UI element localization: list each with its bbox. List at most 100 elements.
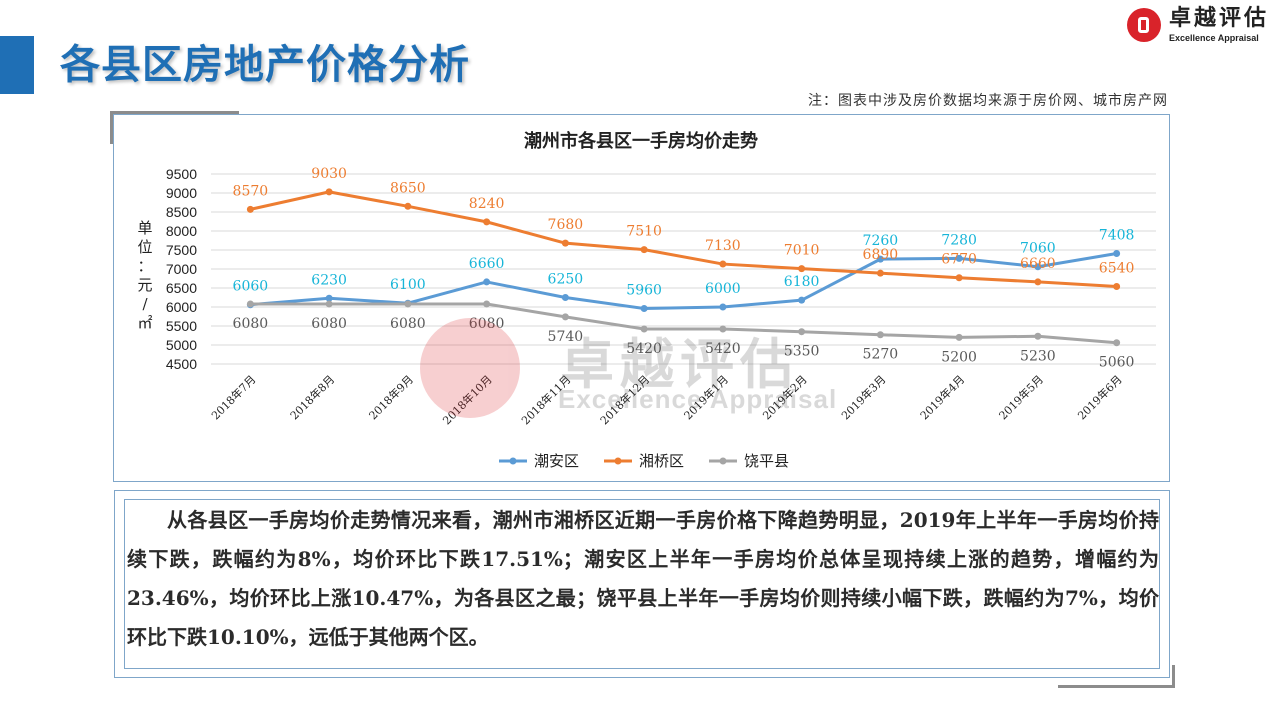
data-label: 6770 xyxy=(941,252,977,268)
title-accent-bar xyxy=(0,36,34,94)
data-label: 8650 xyxy=(390,180,426,196)
data-point xyxy=(955,333,963,341)
data-label: 7510 xyxy=(626,224,662,240)
data-label: 7260 xyxy=(863,233,899,249)
data-label: 5960 xyxy=(626,283,662,299)
chart-frame-shadow xyxy=(110,111,239,144)
y-tick-label: 9500 xyxy=(166,166,197,182)
data-label: 6000 xyxy=(705,281,741,297)
data-label: 6660 xyxy=(469,256,505,272)
y-tick-label: 8000 xyxy=(166,223,197,239)
x-tick-label: 2018年7月 xyxy=(208,372,258,422)
watermark: 卓越评估 Excellence Appraisal xyxy=(400,318,900,428)
data-label: 5060 xyxy=(1099,355,1135,371)
data-label: 7130 xyxy=(705,238,741,254)
data-point xyxy=(483,278,491,286)
legend-swatch-marker xyxy=(509,457,517,465)
y-tick-label: 9000 xyxy=(166,185,197,201)
data-label: 6890 xyxy=(863,247,899,263)
series-line-3 xyxy=(250,302,1117,345)
data-label: 8240 xyxy=(469,196,505,212)
watermark-logo-icon xyxy=(420,318,520,418)
data-label: 7680 xyxy=(548,217,584,233)
logo-text-cn: 卓越评估 xyxy=(1169,6,1270,31)
data-point xyxy=(1034,263,1042,271)
series-line-2 xyxy=(250,190,1117,288)
data-point xyxy=(1034,332,1042,340)
data-point xyxy=(404,202,412,210)
data-label: 6660 xyxy=(1020,256,1056,272)
series-line-1 xyxy=(250,252,1117,311)
x-tick-label: 2018年8月 xyxy=(287,372,337,422)
y-axis-label-char: ㎡ xyxy=(137,314,152,332)
data-source-note: 注：图表中涉及房价数据均来源于房价网、城市房产网 xyxy=(808,93,1168,109)
data-label: 5740 xyxy=(548,329,584,345)
y-axis-label-char: 单 xyxy=(137,219,152,237)
data-point xyxy=(246,300,254,308)
analysis-box: 从各县区一手房均价走势情况来看，潮州市湘桥区近期一手房价格下降趋势明显，2019… xyxy=(114,490,1170,678)
data-label: 6080 xyxy=(311,316,347,332)
x-tick-label: 2019年5月 xyxy=(996,372,1046,422)
y-tick-label: 8500 xyxy=(166,204,197,220)
data-point xyxy=(876,255,884,263)
data-label: 7060 xyxy=(1020,241,1056,257)
data-point xyxy=(955,274,963,282)
legend-label: 潮安区 xyxy=(534,452,579,470)
y-tick-label: 7000 xyxy=(166,261,197,277)
data-label: 5420 xyxy=(705,341,741,357)
legend-label: 湘桥区 xyxy=(639,452,684,470)
data-point xyxy=(325,300,333,308)
data-point xyxy=(561,313,569,321)
y-axis-label-char: / xyxy=(142,295,148,313)
y-tick-label: 6000 xyxy=(166,299,197,315)
data-point xyxy=(876,269,884,277)
data-point xyxy=(404,300,412,308)
data-label: 6080 xyxy=(469,316,505,332)
data-label: 6100 xyxy=(390,277,426,293)
y-axis-label-char: ： xyxy=(137,257,152,275)
page-title: 各县区房地产价格分析 xyxy=(60,42,470,88)
legend-swatch-marker xyxy=(614,457,622,465)
data-point xyxy=(719,325,727,333)
y-tick-label: 4500 xyxy=(166,356,197,372)
data-point xyxy=(1113,282,1121,290)
data-label: 8570 xyxy=(233,183,269,199)
y-tick-label: 6500 xyxy=(166,280,197,296)
chart-panel: 潮州市各县区一手房均价走势 4500 5000 5500 6000 6500 7000 750… xyxy=(113,114,1170,482)
data-point xyxy=(798,328,806,336)
data-label: 5350 xyxy=(784,344,820,360)
data-label: 5270 xyxy=(863,347,899,363)
data-label: 6250 xyxy=(548,272,584,288)
data-point xyxy=(561,294,569,301)
data-point xyxy=(798,265,806,273)
logo-mark-icon xyxy=(1127,8,1161,42)
data-point xyxy=(483,300,491,308)
data-label: 9030 xyxy=(311,166,347,182)
data-label: 6540 xyxy=(1099,260,1135,276)
y-tick-label: 5000 xyxy=(166,337,197,353)
data-point xyxy=(955,254,963,262)
legend-label: 饶平县 xyxy=(744,452,789,470)
analysis-corner-shadow xyxy=(1058,665,1175,688)
data-label: 7010 xyxy=(784,243,820,259)
x-tick-label: 2019年4月 xyxy=(917,372,967,422)
data-point xyxy=(640,325,648,333)
y-tick-label: 7500 xyxy=(166,242,197,258)
watermark-text-en: Excellence Appraisal xyxy=(558,384,838,414)
company-logo: 卓越评估 Excellence Appraisal xyxy=(1127,6,1277,46)
data-point xyxy=(798,296,806,304)
data-label: 5230 xyxy=(1020,348,1056,364)
data-point xyxy=(561,239,569,247)
data-point xyxy=(876,331,884,339)
data-point xyxy=(246,205,254,213)
data-point xyxy=(719,303,727,311)
y-axis-label-char: 元 xyxy=(137,276,152,294)
data-label: 6230 xyxy=(311,272,347,288)
y-axis-label-char: 位 xyxy=(137,238,152,256)
data-label: 6060 xyxy=(233,279,269,295)
x-tick-label: 2019年6月 xyxy=(1075,372,1125,422)
legend-swatch-marker xyxy=(719,457,727,465)
y-tick-label: 5500 xyxy=(166,318,197,334)
data-label: 6080 xyxy=(390,316,426,332)
data-point xyxy=(1113,339,1121,347)
